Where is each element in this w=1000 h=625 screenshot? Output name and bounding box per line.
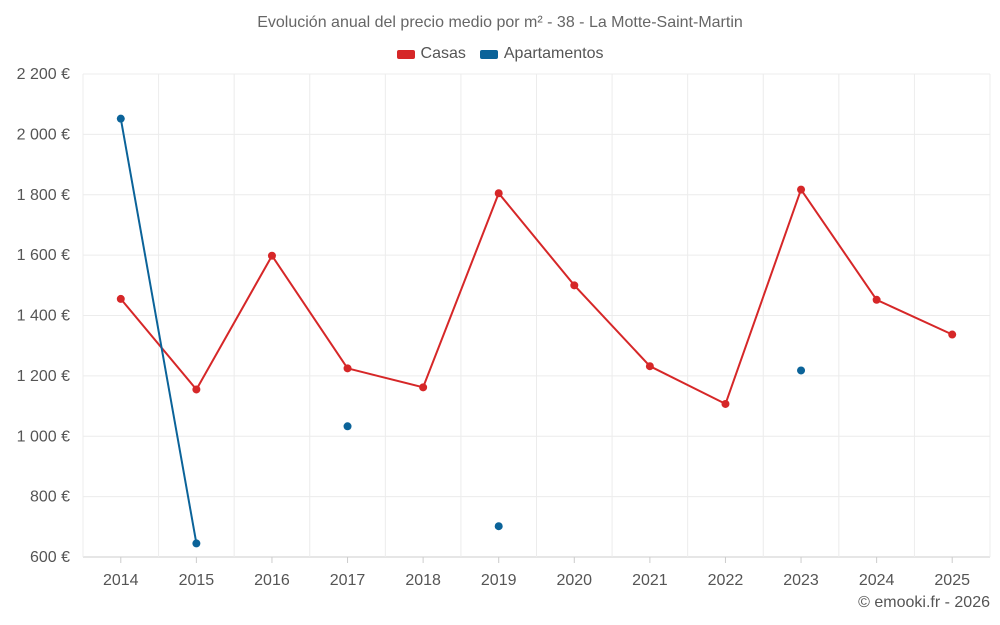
series-line-apartamentos [119, 118, 198, 544]
legend-swatch-casas [396, 49, 415, 59]
x-tick-label: 2019 [481, 572, 517, 589]
legend-label-casas: Casas [420, 45, 466, 62]
y-tick-label: 1 000 € [17, 428, 70, 445]
data-point-casas [419, 383, 428, 392]
x-tick-label: 2014 [103, 572, 139, 589]
y-tick-label: 1 400 € [17, 308, 70, 325]
data-point-casas [343, 364, 352, 373]
y-tick-label: 2 200 € [17, 66, 70, 83]
legend-item-apartamentos[interactable]: Apartamentos [479, 45, 604, 63]
data-point-casas [797, 185, 806, 194]
x-tick-label: 2015 [179, 572, 215, 589]
data-point-casas [192, 385, 201, 394]
data-point-apartamentos [116, 114, 125, 123]
data-point-apartamentos [192, 539, 201, 548]
legend-label-apartamentos: Apartamentos [503, 45, 604, 62]
data-point-casas [494, 189, 503, 198]
data-point-casas [570, 281, 579, 290]
x-tick-label: 2016 [254, 572, 290, 589]
x-tick-label: 2022 [708, 572, 744, 589]
legend-item-casas[interactable]: Casas [396, 45, 466, 63]
x-tick-label: 2025 [934, 572, 970, 589]
x-tick-label: 2024 [859, 572, 895, 589]
x-tick-label: 2018 [405, 572, 441, 589]
data-point-casas [267, 251, 276, 260]
x-tick-label: 2017 [330, 572, 366, 589]
y-tick-label: 2 000 € [17, 126, 70, 143]
data-point-casas [872, 295, 881, 304]
y-tick-label: 1 200 € [17, 368, 70, 385]
data-point-casas [116, 294, 125, 303]
series-line-casas [120, 188, 953, 405]
data-point-apartamentos [494, 522, 503, 531]
y-tick-label: 600 € [30, 549, 70, 566]
x-tick-label: 2021 [632, 572, 668, 589]
data-point-apartamentos [797, 366, 806, 375]
data-point-casas [948, 330, 957, 339]
y-tick-label: 1 600 € [17, 247, 70, 264]
legend-swatch-apartamentos [479, 49, 498, 59]
copyright-footer: © emooki.fr - 2026 [858, 594, 990, 611]
data-point-casas [721, 399, 730, 408]
y-tick-label: 800 € [30, 489, 70, 506]
x-tick-label: 2020 [556, 572, 592, 589]
legend: Casas Apartamentos [0, 45, 1000, 63]
x-tick-label: 2023 [783, 572, 819, 589]
data-point-casas [645, 362, 654, 371]
chart-title: Evolución anual del precio medio por m² … [257, 14, 743, 31]
data-point-apartamentos [343, 422, 352, 431]
y-tick-label: 1 800 € [17, 187, 70, 204]
